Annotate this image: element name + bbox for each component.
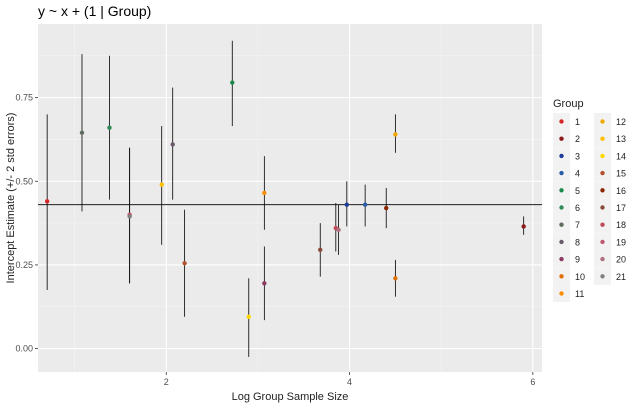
grid	[38, 24, 542, 372]
x-axis-title: Log Group Sample Size	[232, 391, 349, 403]
x-tick-label: 6	[530, 377, 535, 387]
data-points	[44, 80, 526, 319]
point-group-21	[127, 214, 132, 219]
point-group-15	[182, 261, 187, 266]
legend-swatch-9	[559, 256, 564, 262]
point-group-20	[336, 227, 341, 232]
legend-label-20: 20	[616, 255, 626, 265]
point-group-14	[246, 314, 251, 319]
point-group-10	[393, 276, 398, 281]
point-group-4	[362, 202, 368, 207]
legend-label-13: 13	[616, 134, 626, 144]
legend-swatch-13	[600, 136, 605, 141]
legend-swatch-20	[600, 256, 605, 262]
point-group-2	[521, 224, 526, 229]
legend-swatch-6	[559, 205, 564, 210]
x-tick-label: 4	[347, 377, 352, 387]
point-group-17	[318, 247, 323, 253]
legend-swatch-2	[559, 136, 564, 141]
legend-swatch-18	[600, 222, 605, 227]
legend-label-11: 11	[575, 289, 584, 299]
y-axis-title: Intercept Estimate (+/- 2 std errors)	[5, 113, 17, 284]
legend-label-12: 12	[616, 117, 626, 127]
legend-label-6: 6	[575, 203, 580, 213]
point-group-9	[262, 281, 267, 286]
legend-swatch-7	[559, 222, 564, 227]
legend-label-8: 8	[575, 237, 580, 247]
legend-swatch-12	[600, 119, 605, 124]
legend-label-17: 17	[616, 203, 626, 213]
legend-swatch-4	[559, 170, 564, 176]
legend-swatch-3	[559, 153, 564, 159]
legend-swatch-21	[600, 274, 605, 279]
legend-swatch-11	[559, 291, 564, 296]
legend-swatch-8	[559, 239, 564, 245]
legend-swatch-17	[600, 205, 605, 210]
legend-label-3: 3	[575, 151, 580, 161]
point-group-6	[107, 125, 112, 130]
point-group-3	[344, 202, 350, 207]
point-group-12	[393, 132, 398, 137]
legend-label-2: 2	[575, 134, 580, 144]
point-group-1	[44, 199, 50, 204]
legend-label-7: 7	[575, 220, 580, 230]
point-group-5	[230, 80, 235, 85]
legend-label-21: 21	[616, 272, 626, 282]
legend-label-5: 5	[575, 186, 580, 196]
legend-swatch-10	[559, 274, 564, 279]
legend-label-9: 9	[575, 255, 580, 265]
plot-panel	[38, 24, 542, 372]
legend-title: Group	[553, 98, 584, 110]
y-tick-label: 0.00	[15, 344, 33, 354]
point-group-16	[384, 205, 389, 211]
legend-swatch-16	[600, 188, 605, 193]
y-tick-label: 0.25	[15, 260, 33, 270]
legend-label-16: 16	[616, 186, 626, 196]
point-group-8	[170, 142, 175, 147]
y-axis-ticks: 0.00 0.25 0.50 0.75	[15, 93, 38, 354]
point-group-7	[79, 130, 85, 135]
legend-swatch-1	[559, 119, 564, 124]
y-tick-label: 0.50	[15, 176, 33, 186]
legend-label-10: 10	[575, 272, 585, 282]
legend-label-1: 1	[575, 117, 580, 127]
legend-swatch-5	[559, 188, 564, 193]
legend-label-14: 14	[616, 151, 626, 161]
legend-label-18: 18	[616, 220, 626, 230]
legend-swatch-15	[600, 170, 605, 176]
point-group-13	[159, 182, 164, 187]
point-group-11	[262, 190, 267, 196]
x-axis-ticks: 2 4 6	[164, 372, 535, 387]
legend-swatch-14	[600, 153, 605, 159]
chart-title: y ~ x + (1 | Group)	[38, 3, 151, 19]
x-tick-label: 2	[164, 377, 169, 387]
legend-swatch-19	[600, 239, 605, 245]
legend-label-19: 19	[616, 237, 626, 247]
legend-label-15: 15	[616, 169, 626, 179]
y-tick-label: 0.75	[15, 93, 33, 103]
legend-label-4: 4	[575, 169, 580, 179]
